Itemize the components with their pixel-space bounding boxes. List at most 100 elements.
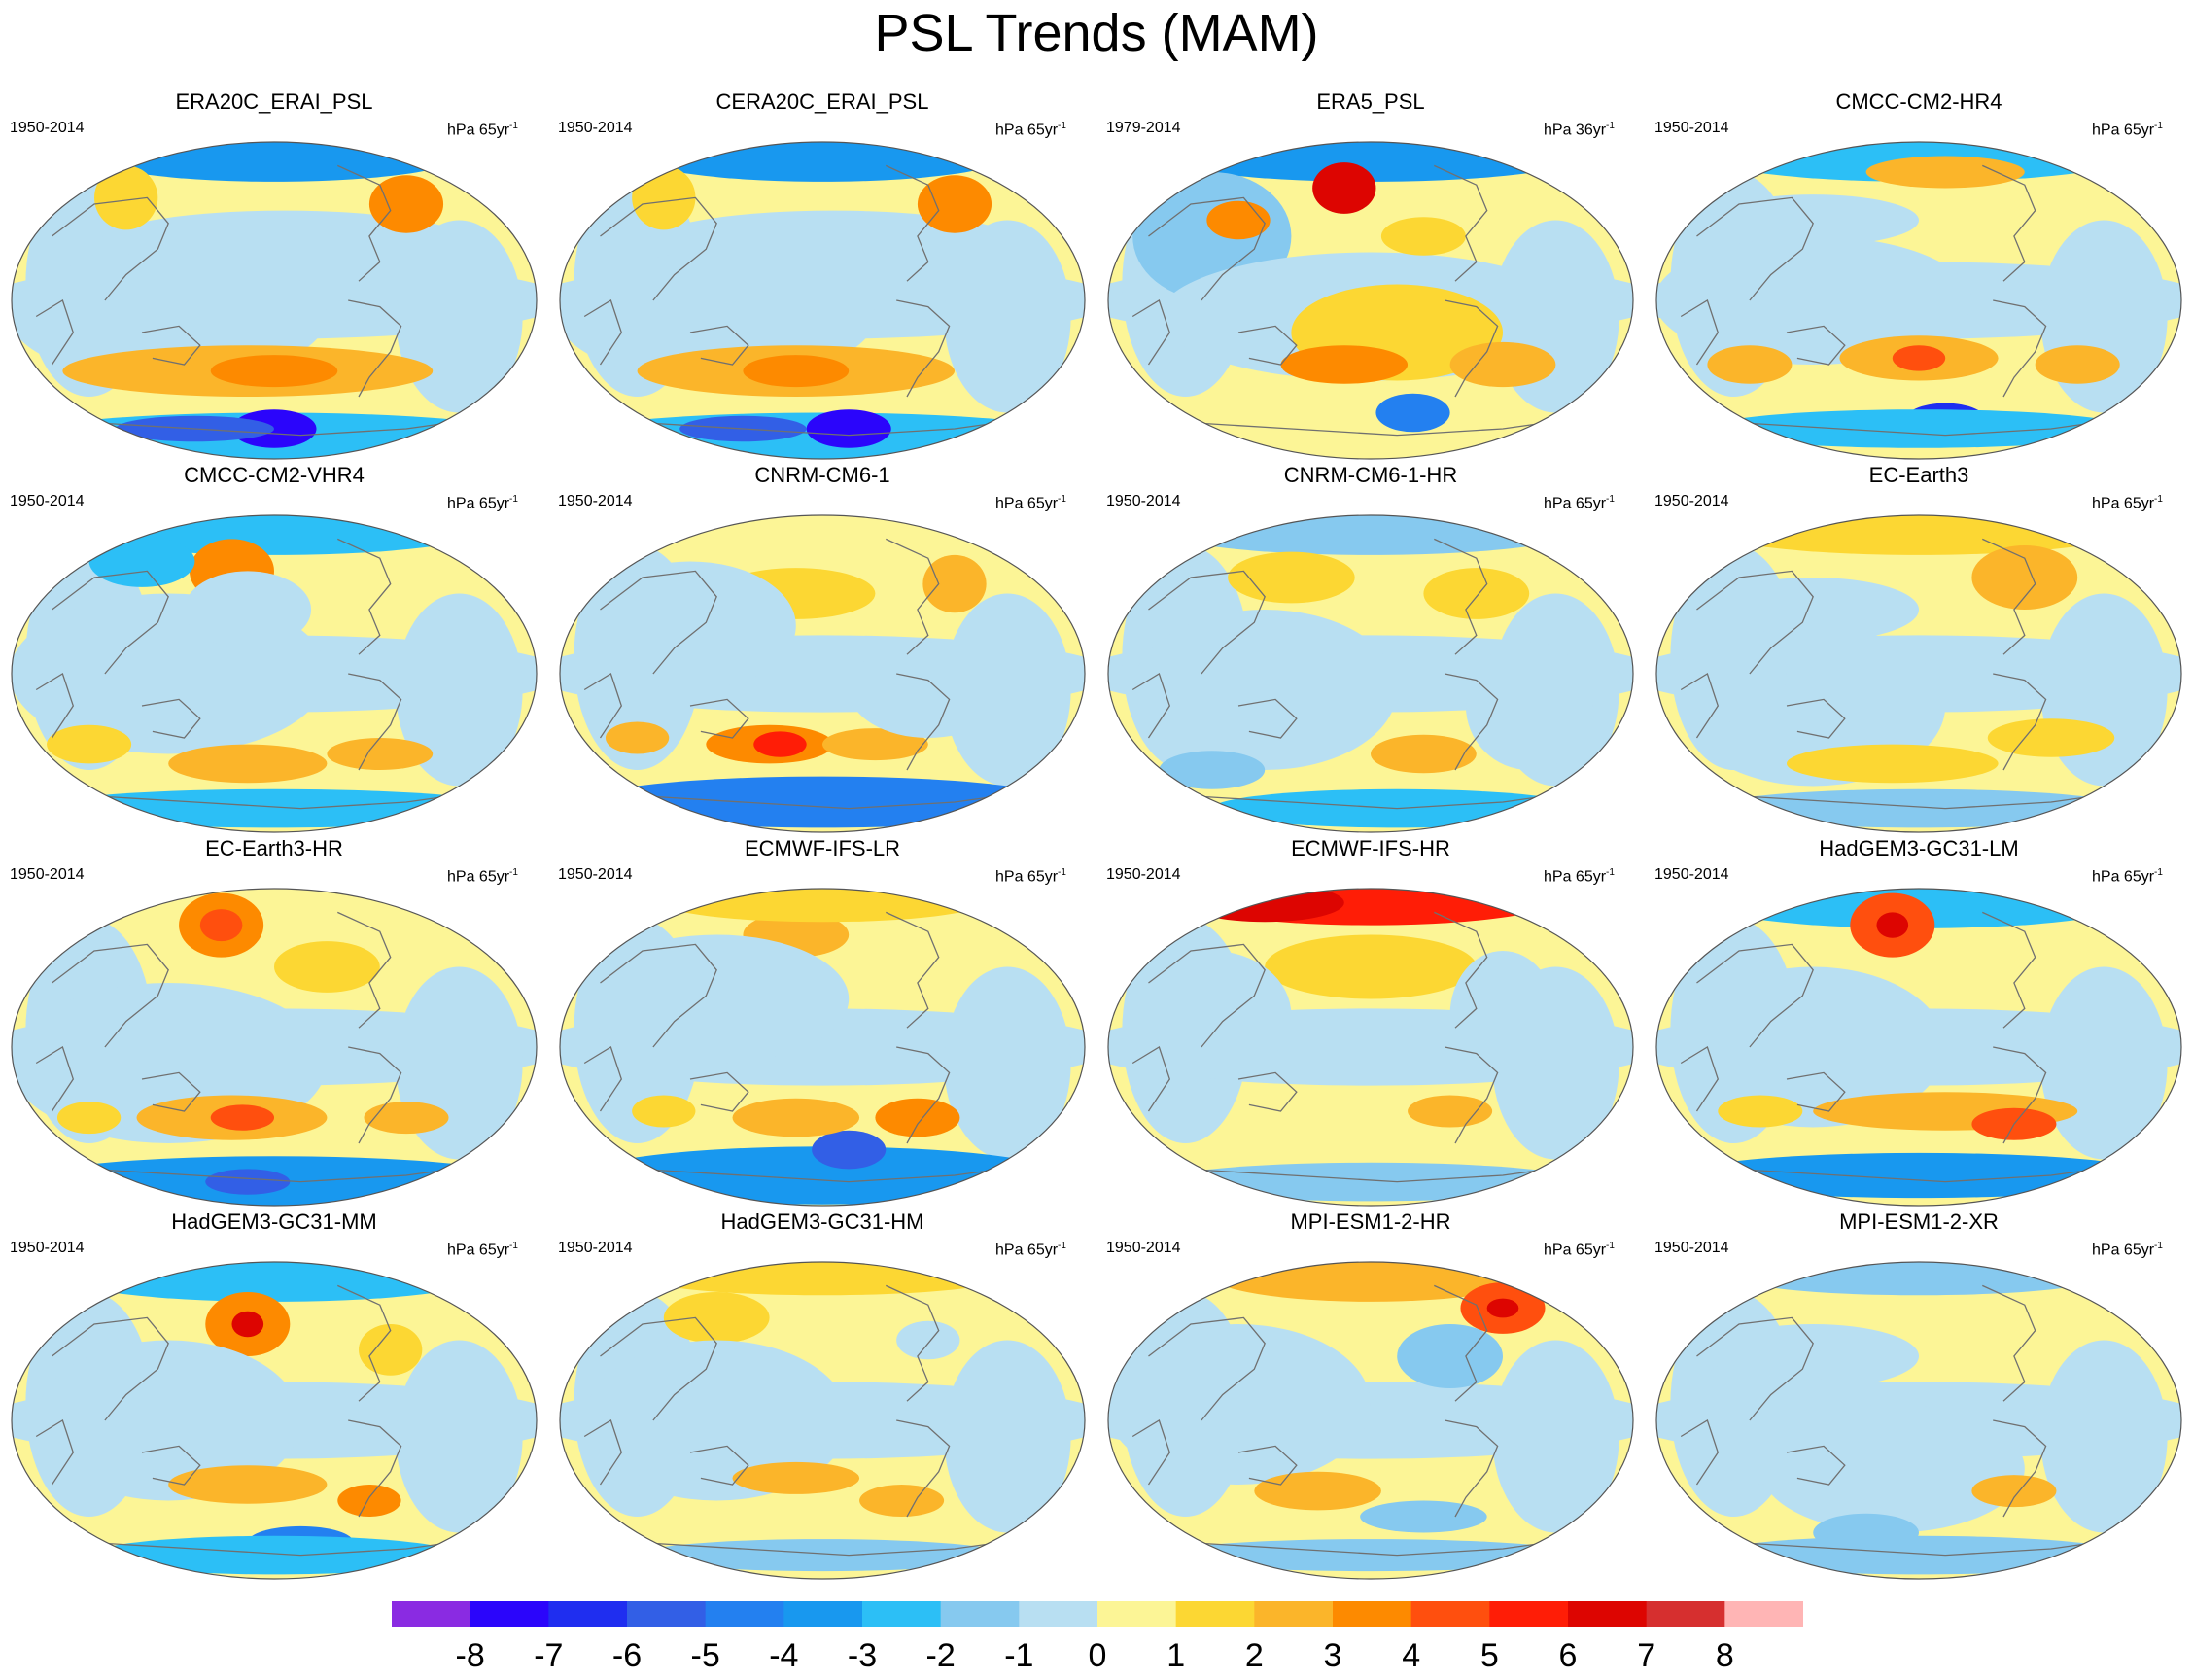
trend-contour [917, 175, 992, 233]
colorbar-tick-label: 1 [1166, 1637, 1186, 1674]
coastline [637, 791, 1024, 810]
panel-units: hPa 65yr-1 [2092, 863, 2163, 887]
coastline [1696, 570, 1814, 675]
trend-contour [1865, 156, 2025, 189]
coastline [1131, 1419, 1171, 1486]
units-exponent: -1 [509, 121, 518, 131]
trend-contour [396, 1340, 523, 1533]
coastline [337, 164, 392, 282]
map-panel: HadGEM3-GC31-HM 1950-2014 hPa 65yr-1 [548, 1202, 1096, 1580]
map-outline [1655, 141, 2182, 460]
trend-contour [36, 1340, 301, 1501]
coastline [1993, 1419, 2047, 1518]
coastline [637, 1165, 1024, 1183]
coastline [1680, 299, 1720, 366]
panel-period: 1950-2014 [10, 120, 85, 136]
coastline [88, 791, 475, 810]
trend-map [1107, 1261, 1634, 1580]
coastline [1434, 164, 1488, 282]
coastline [1185, 1538, 1572, 1557]
map-outline [559, 1261, 1086, 1580]
trend-contour [210, 1104, 274, 1131]
coastline [35, 1419, 75, 1486]
panel-units: hPa 65yr-1 [2092, 1237, 2163, 1260]
units-text: hPa 65yr [1544, 1242, 1607, 1259]
trend-contour [2040, 220, 2168, 413]
units-text: hPa 65yr [2092, 122, 2155, 139]
units-exponent: -1 [2154, 867, 2163, 878]
trend-contour [1449, 341, 1556, 388]
colorbar-swatch [392, 1601, 471, 1627]
coastline [637, 418, 1024, 437]
panel-units: hPa 65yr-1 [447, 490, 518, 513]
trend-map [11, 514, 538, 833]
panel-period: 1950-2014 [558, 493, 633, 509]
units-exponent: -1 [2154, 1241, 2163, 1251]
colorbar-tick-label: 7 [1637, 1637, 1656, 1674]
coastline [1185, 418, 1572, 437]
trend-contour [1449, 951, 1556, 1079]
map-outline [1107, 1261, 1634, 1580]
map-panel: ECMWF-IFS-HR 1950-2014 hPa 65yr-1 [1096, 828, 1645, 1207]
trend-contour [1380, 217, 1466, 256]
map-panel: CMCC-CM2-VHR4 1950-2014 hPa 65yr-1 [0, 455, 548, 833]
coastline [1993, 1046, 2047, 1144]
trend-contour [875, 1098, 960, 1138]
panel-title: MPI-ESM1-2-XR [1839, 1209, 1999, 1234]
trend-contour [663, 1292, 770, 1344]
panel-units: hPa 36yr-1 [1544, 117, 1615, 140]
units-text: hPa 65yr [995, 122, 1059, 139]
units-text: hPa 65yr [1544, 868, 1607, 886]
coastline [1786, 1071, 1846, 1112]
coastline [1786, 1445, 1846, 1486]
trend-contour [944, 220, 1071, 413]
coastline [348, 1419, 402, 1518]
units-text: hPa 65yr [995, 868, 1059, 886]
trend-contour [632, 1095, 696, 1128]
colorbar-swatch [1646, 1601, 1725, 1627]
trend-contour [94, 165, 158, 230]
panel-units: hPa 65yr-1 [995, 490, 1066, 513]
map-outline [11, 141, 538, 460]
trend-map [1655, 1261, 2182, 1580]
trend-contour [1108, 1324, 1371, 1485]
trend-contour [364, 1102, 449, 1135]
panel-title: ERA20C_ERAI_PSL [175, 89, 373, 114]
trend-contour [584, 561, 796, 690]
map-outline [559, 514, 1086, 833]
coastline [689, 698, 749, 739]
coastline [1680, 673, 1720, 739]
coastline [637, 1538, 1024, 1557]
panel-period: 1950-2014 [10, 866, 85, 883]
colorbar-tick-label: 8 [1715, 1637, 1734, 1674]
panel-units: hPa 65yr-1 [2092, 490, 2163, 513]
trend-contour [1681, 1152, 2157, 1199]
coastline [1131, 299, 1171, 366]
trend-map [1655, 141, 2182, 460]
trend-contour [859, 1485, 945, 1517]
coastline [1445, 299, 1499, 398]
trend-contour [36, 788, 512, 828]
panel-title: CNRM-CM6-1-HR [1283, 463, 1458, 487]
trend-contour [274, 941, 380, 993]
coastline [1696, 1316, 1814, 1421]
coastline [1434, 1284, 1488, 1402]
panel-period: 1950-2014 [10, 1240, 85, 1256]
coastline [1237, 1445, 1298, 1486]
map-outline [1107, 514, 1634, 833]
units-exponent: -1 [1606, 1241, 1615, 1251]
coastline [337, 538, 392, 655]
coastline [1237, 1071, 1298, 1112]
trend-contour [1132, 951, 1292, 1079]
units-text: hPa 36yr [1544, 122, 1607, 139]
panel-period: 1950-2014 [1106, 493, 1181, 509]
coastline [1445, 1419, 1499, 1518]
colorbar-swatch [1410, 1601, 1490, 1627]
trend-contour [327, 738, 434, 770]
map-outline [559, 141, 1086, 460]
colorbar-swatch [940, 1601, 1020, 1627]
panel-period: 1950-2014 [10, 493, 85, 509]
trend-map [559, 141, 1086, 460]
trend-contour [1787, 744, 1999, 784]
map-panel: EC-Earth3-HR 1950-2014 hPa 65yr-1 [0, 828, 548, 1207]
